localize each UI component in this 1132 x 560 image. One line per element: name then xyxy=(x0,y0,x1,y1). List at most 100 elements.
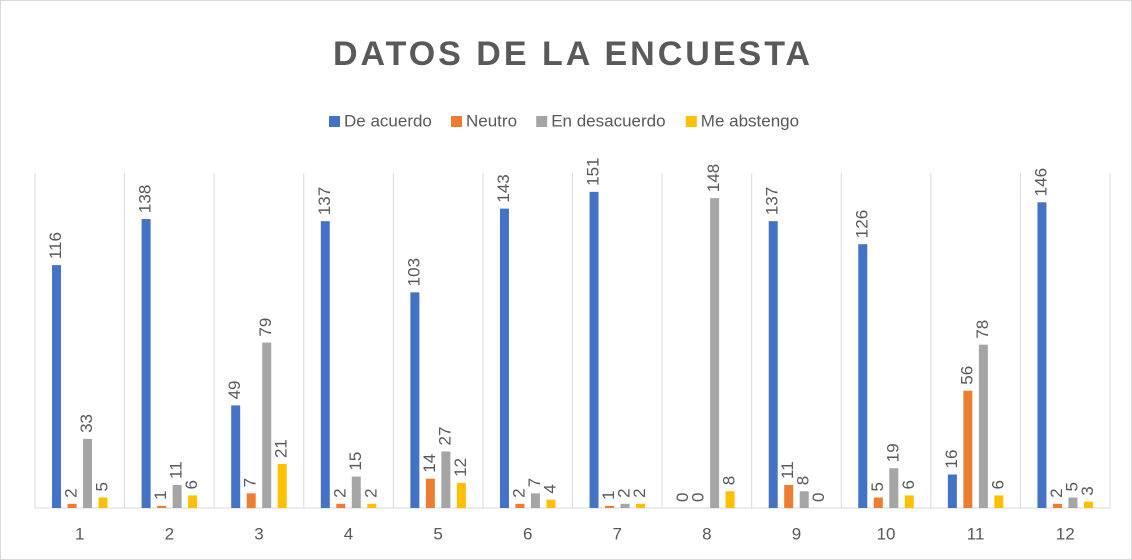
bar xyxy=(83,438,93,508)
x-tick-label: 5 xyxy=(433,524,442,543)
bar xyxy=(499,208,509,508)
bar xyxy=(320,221,330,508)
chart-title: DATOS DE LA ENCUESTA xyxy=(333,35,813,73)
x-tick-label: 2 xyxy=(165,524,174,543)
data-label: 1 xyxy=(599,490,618,499)
data-label: 6 xyxy=(182,480,201,489)
data-label: 14 xyxy=(420,454,439,473)
x-tick-label: 3 xyxy=(254,524,263,543)
bar xyxy=(67,503,77,508)
x-tick-label: 8 xyxy=(702,524,711,543)
bar xyxy=(978,344,988,508)
bar xyxy=(188,495,198,508)
bar xyxy=(530,493,540,508)
bar xyxy=(873,497,883,508)
bar xyxy=(262,342,272,508)
bar xyxy=(336,503,346,508)
bar xyxy=(157,505,167,508)
data-label: 3 xyxy=(1078,486,1097,495)
data-label: 12 xyxy=(451,458,470,477)
data-label: 2 xyxy=(361,488,380,497)
data-label: 103 xyxy=(404,258,423,286)
data-label: 1 xyxy=(151,490,170,499)
data-label: 2 xyxy=(615,488,634,497)
bar xyxy=(994,495,1004,508)
bar xyxy=(456,482,466,508)
data-label: 5 xyxy=(93,482,112,491)
bar xyxy=(231,405,241,508)
legend-swatch xyxy=(685,116,697,127)
bar xyxy=(710,198,720,508)
data-label: 27 xyxy=(435,427,454,446)
data-label: 2 xyxy=(330,488,349,497)
x-tick-label: 12 xyxy=(1056,524,1075,543)
data-label: 6 xyxy=(988,480,1007,489)
bar xyxy=(367,503,377,508)
bar xyxy=(620,503,630,508)
x-tick-label: 1 xyxy=(75,524,84,543)
data-label: 56 xyxy=(957,366,976,385)
x-tick-label: 11 xyxy=(967,524,985,543)
data-label: 19 xyxy=(883,443,902,462)
bar xyxy=(799,491,809,508)
data-label: 2 xyxy=(62,488,81,497)
data-label: 7 xyxy=(241,478,260,487)
bar xyxy=(1083,501,1093,508)
bar xyxy=(172,484,182,508)
data-label: 11 xyxy=(778,461,797,479)
data-label: 8 xyxy=(720,476,739,485)
data-label: 11 xyxy=(167,461,186,479)
data-label: 148 xyxy=(704,164,723,192)
data-label: 126 xyxy=(852,210,871,238)
legend-swatch xyxy=(329,116,340,127)
data-label: 116 xyxy=(46,232,65,259)
bar xyxy=(904,495,914,508)
bar xyxy=(546,499,556,508)
bar xyxy=(768,221,778,508)
bar xyxy=(277,464,287,508)
x-tick-label: 7 xyxy=(613,524,622,543)
data-label: 138 xyxy=(136,185,155,213)
data-label: 2 xyxy=(509,488,528,497)
bar xyxy=(425,478,435,508)
bar xyxy=(963,390,973,508)
data-label: 151 xyxy=(584,157,603,185)
data-label: 7 xyxy=(525,478,544,487)
data-label: 0 xyxy=(809,493,828,502)
x-tick-label: 9 xyxy=(792,524,801,543)
bar xyxy=(246,493,256,508)
x-tick-label: 6 xyxy=(523,524,532,543)
data-label: 146 xyxy=(1031,168,1050,196)
data-label: 4 xyxy=(540,484,559,493)
data-label: 2 xyxy=(630,488,649,497)
data-label: 0 xyxy=(673,493,692,502)
bar xyxy=(605,505,615,508)
data-label: 0 xyxy=(689,493,708,502)
data-label: 6 xyxy=(899,480,918,489)
data-label: 137 xyxy=(315,187,334,215)
x-tick-label: 4 xyxy=(344,524,353,543)
data-label: 5 xyxy=(1062,482,1081,491)
data-label: 79 xyxy=(256,318,275,337)
bar xyxy=(589,191,599,508)
legend-label: Me abstengo xyxy=(701,111,799,130)
bar xyxy=(515,503,525,508)
x-tick-label: 10 xyxy=(877,524,896,543)
bar xyxy=(784,484,794,508)
bar xyxy=(947,474,957,508)
data-label: 2 xyxy=(1047,488,1066,497)
bar xyxy=(410,292,420,508)
data-label: 78 xyxy=(973,320,992,339)
data-label: 8 xyxy=(794,476,813,485)
bar xyxy=(351,476,361,508)
data-label: 15 xyxy=(346,452,365,471)
bar xyxy=(1037,202,1047,508)
data-label: 49 xyxy=(225,380,244,399)
bar xyxy=(889,468,899,508)
legend-swatch xyxy=(451,116,462,127)
bar xyxy=(98,497,108,508)
legend-label: De acuerdo xyxy=(344,111,432,130)
data-label: 5 xyxy=(868,482,887,491)
